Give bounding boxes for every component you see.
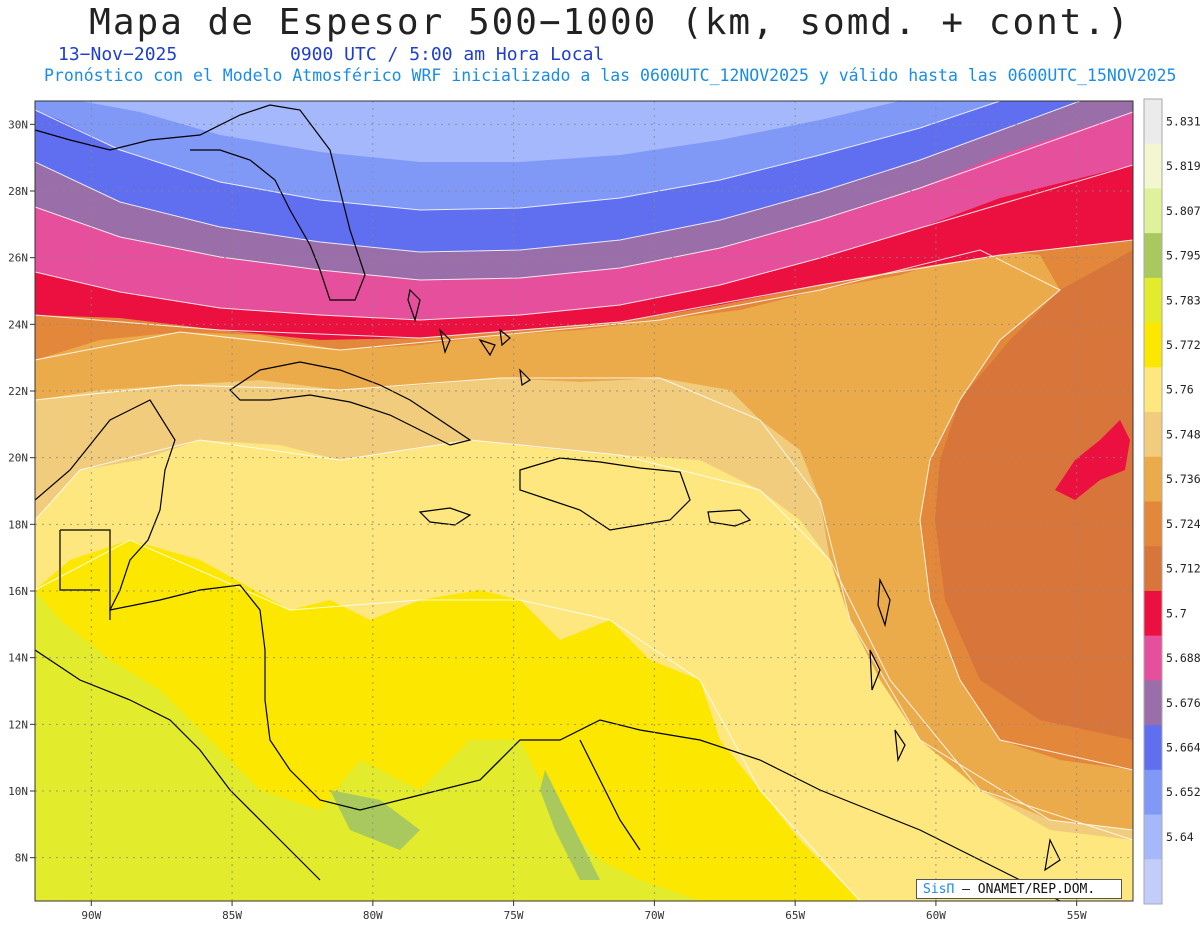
legend-color-swatch [1144, 233, 1162, 279]
longitude-tick-label: 55W [1067, 909, 1087, 922]
legend-label: 5.795 [1166, 249, 1200, 263]
credit-box: SisΠ – ONAMET/REP.DOM. [916, 879, 1122, 899]
legend-label: 5.772 [1166, 338, 1200, 352]
legend-label: 5.819 [1166, 159, 1200, 173]
legend-label: 5.736 [1166, 472, 1200, 486]
legend-color-swatch [1144, 456, 1162, 502]
legend-color-swatch [1144, 322, 1162, 368]
legend-label: 5.831 [1166, 114, 1200, 128]
sis-logo-text: SisΠ [923, 882, 955, 897]
longitude-tick-label: 65W [785, 909, 805, 922]
longitude-tick-label: 70W [644, 909, 664, 922]
legend-label: 5.64 [1166, 830, 1194, 844]
latitude-tick-label: 14N [8, 652, 28, 665]
legend-color-swatch [1144, 501, 1162, 547]
legend-color-swatch [1144, 680, 1162, 726]
coastlines [35, 104, 1061, 901]
latitude-tick-label: 26N [8, 252, 28, 265]
legend-frame [1143, 98, 1163, 905]
legend-label: 5.807 [1166, 204, 1200, 218]
longitude-tick-label: 60W [926, 909, 946, 922]
legend-label: 5.7 [1166, 606, 1187, 620]
latitude-tick-label: 24N [8, 318, 28, 331]
legend-label: 5.664 [1166, 740, 1200, 754]
legend-color-swatch [1144, 769, 1162, 816]
legend-color-swatch [1144, 188, 1162, 234]
organization-credit: – ONAMET/REP.DOM. [962, 882, 1096, 897]
legend-label: 5.724 [1166, 517, 1200, 531]
legend-color-swatch [1144, 635, 1162, 681]
map-title: Mapa de Espesor 500−1000 (km, somd. + co… [89, 2, 1131, 43]
graticule [35, 101, 1133, 901]
plot-frame [34, 100, 1134, 902]
forecast-date: 13−Nov−2025 [58, 44, 178, 65]
legend-label: 5.688 [1166, 651, 1200, 665]
latitude-tick-label: 16N [8, 585, 28, 598]
longitude-tick-label: 90W [81, 909, 101, 922]
legend-color-swatch [1144, 277, 1162, 324]
latitude-tick-label: 10N [8, 785, 28, 798]
latitude-tick-label: 20N [8, 452, 28, 465]
legend-label: 5.783 [1166, 293, 1200, 307]
legend-color-swatch [1144, 367, 1162, 413]
legend-label: 5.748 [1166, 427, 1200, 441]
latitude-tick-label: 18N [8, 518, 28, 531]
latitude-tick-label: 28N [8, 185, 28, 198]
longitude-tick-label: 80W [363, 909, 383, 922]
legend-color-swatch [1144, 99, 1162, 145]
color-legend: 5.831 5.819 5.807 5.795 5.783 5.772 5.76 5.748 5… [1143, 98, 1200, 905]
latitude-tick-label: 8N [15, 852, 28, 865]
legend-color-swatch [1144, 412, 1162, 458]
legend-label: 5.712 [1166, 562, 1200, 576]
latitude-tick-label: 22N [8, 385, 28, 398]
longitude-tick-label: 75W [504, 909, 524, 922]
latitude-tick-label: 30N [8, 118, 28, 131]
forecast-time: 0900 UTC / 5:00 am Hora Local [290, 44, 605, 65]
legend-label: 5.76 [1166, 383, 1194, 397]
legend-color-swatch [1144, 590, 1162, 637]
legend-color-swatch [1144, 143, 1162, 189]
legend-color-swatch [1144, 546, 1162, 592]
model-description: Pronóstico con el Modelo Atmosférico WRF… [44, 66, 1177, 85]
legend-color-swatch [1144, 859, 1162, 905]
legend-color-swatch [1144, 814, 1162, 860]
latitude-tick-label: 12N [8, 718, 28, 731]
longitude-axis: 90W 85W 80W 75W 70W 65W 60W 55W [81, 901, 1087, 922]
thickness-field [35, 101, 1133, 901]
latitude-axis: 8N 10N 12N 14N 16N 18N 20N 22N 24N 26N 28N 30N [8, 118, 35, 865]
longitude-tick-label: 85W [222, 909, 242, 922]
legend-color-swatch [1144, 725, 1162, 771]
legend-label: 5.652 [1166, 785, 1200, 799]
legend-label: 5.676 [1166, 696, 1200, 710]
